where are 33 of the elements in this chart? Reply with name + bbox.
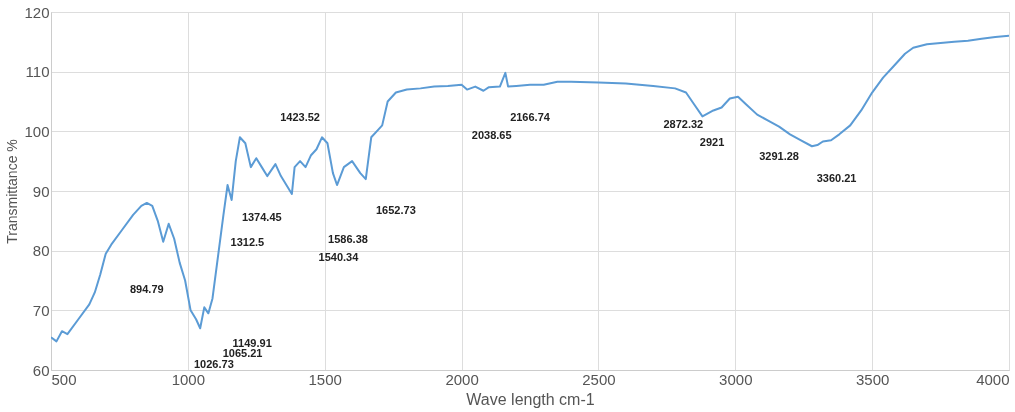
y-tick-label: 90 [32, 182, 50, 200]
x-tick-label: 500 [51, 370, 77, 388]
annotation: 1652.73 [376, 204, 416, 217]
y-tick-label: 110 [25, 63, 50, 81]
y-tick-label: 120 [24, 3, 50, 21]
x-tick-label: 2500 [582, 370, 616, 388]
annotation: 3291.28 [759, 150, 799, 163]
annotation: 2872.32 [663, 118, 704, 131]
y-tick-label: 100 [24, 122, 50, 140]
x-tick-label: 3500 [855, 370, 890, 388]
x-axis-title: Wave length cm-1 [466, 390, 595, 408]
x-tick-label: 2000 [445, 370, 479, 388]
x-tick-label: 1000 [171, 370, 206, 388]
annotation: 2921 [699, 136, 725, 149]
y-tick-label: 70 [32, 301, 50, 319]
annotation: 1540.34 [318, 250, 360, 263]
annotation: 894.79 [129, 282, 164, 295]
y-tick-label: 60 [32, 361, 50, 379]
annotation: 1026.73 [193, 358, 234, 370]
y-tick-label: 80 [32, 242, 50, 260]
annotation: 1423.52 [280, 110, 320, 123]
y-axis-title: Transmittance % [4, 139, 21, 244]
x-tick-label: 3000 [719, 370, 753, 388]
annotation: 1149.91 [232, 336, 272, 349]
annotation: 2166.74 [510, 110, 551, 123]
annotation: 1065.21 [222, 347, 263, 360]
annotation: 1374.45 [241, 211, 282, 224]
annotation: 1312.5 [230, 236, 265, 249]
annotation: 1586.38 [328, 232, 368, 245]
annotation: 3360.21 [816, 171, 857, 184]
x-tick-label: 4000 [976, 370, 1010, 388]
annotation: 2038.65 [471, 128, 512, 141]
x-tick-label: 1500 [308, 370, 342, 388]
